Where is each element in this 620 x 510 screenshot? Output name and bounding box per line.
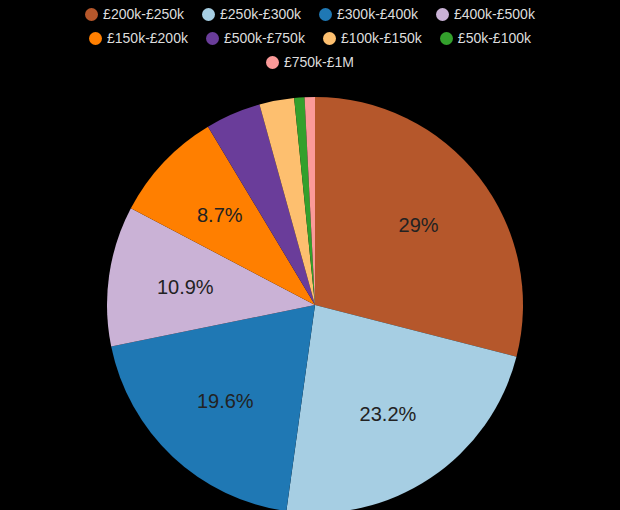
html-text:£50k-£100k: £50k-£100k (457, 30, 531, 46)
html-text:£250k-£300k: £250k-£300k (220, 6, 301, 22)
svg-text:10.9%: 10.9% (157, 276, 214, 298)
html-text:£300k-£400k: £300k-£400k (337, 6, 418, 22)
svg-text:29%: 29% (399, 214, 439, 236)
svg-text:19.6%: 19.6% (197, 390, 254, 412)
svg-text:23.2%: 23.2% (360, 403, 417, 425)
html-text:£100k-£150k: £100k-£150k (340, 30, 422, 46)
html-text:£500k-£750k: £500k-£750k (223, 30, 305, 46)
svg-text:8.7%: 8.7% (197, 204, 243, 226)
html-text:£150k-£200k: £150k-£200k (107, 30, 188, 46)
html-text:£400k-£500k: £400k-£500k (454, 6, 535, 22)
html-text:£750k-£1M: £750k-£1M (284, 54, 354, 70)
html-text:£200k-£250k: £200k-£250k (103, 6, 184, 22)
